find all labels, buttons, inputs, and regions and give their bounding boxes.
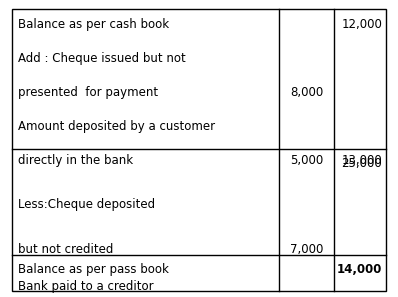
Text: Balance as per pass book: Balance as per pass book (18, 263, 169, 276)
Text: Add : Cheque issued but not: Add : Cheque issued but not (18, 52, 185, 65)
Text: Balance as per cash book: Balance as per cash book (18, 18, 169, 31)
Text: 7,000: 7,000 (290, 243, 323, 256)
Text: but not credited: but not credited (18, 243, 113, 256)
Text: 5,000: 5,000 (290, 154, 323, 168)
Text: 13,000: 13,000 (341, 154, 382, 168)
Text: 14,000: 14,000 (337, 263, 382, 276)
Text: presented  for payment: presented for payment (18, 86, 158, 99)
Text: 25,000: 25,000 (341, 157, 382, 170)
Text: directly in the bank: directly in the bank (18, 154, 133, 168)
Text: 12,000: 12,000 (341, 18, 382, 31)
Text: Less:Cheque deposited: Less:Cheque deposited (18, 198, 155, 211)
Text: Amount deposited by a customer: Amount deposited by a customer (18, 120, 215, 133)
Text: 8,000: 8,000 (290, 86, 323, 99)
Text: Bank paid to a creditor: Bank paid to a creditor (18, 280, 154, 293)
